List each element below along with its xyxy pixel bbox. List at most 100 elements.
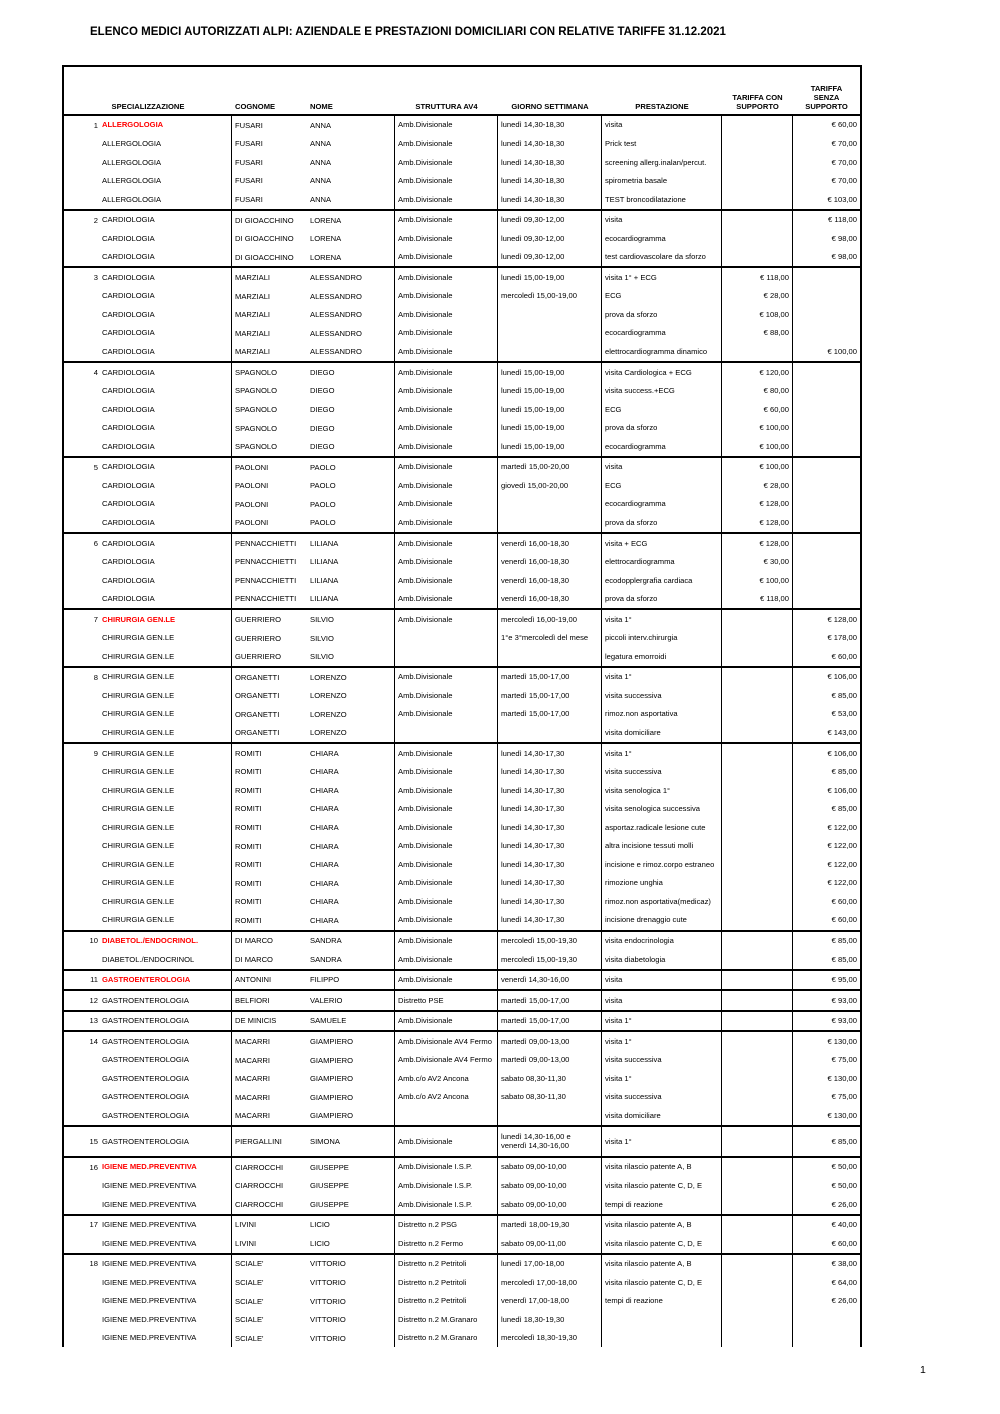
cognome-label: ROMITI xyxy=(235,804,262,814)
cell-struttura-text: Amb.Divisionale xyxy=(398,935,453,945)
cell-cognome-nome: SCIALE' VITTORIO xyxy=(232,1273,395,1292)
cell-struttura-text: Distretto n.2 M.Granaro xyxy=(398,1314,478,1324)
cell-tariffa-con-supporto xyxy=(722,991,793,1010)
cell-struttura-text: Amb.Divisionale xyxy=(398,614,453,624)
cell-cognome-nome: PIERGALLINI SIMONA xyxy=(232,1126,395,1156)
cell-prestazione-text: visita rilascio patente C, D, E xyxy=(605,1238,703,1248)
cell-prestazione-text: visita rilascio patente A, B xyxy=(605,1220,692,1230)
column-header-tariffa-con-label: TARIFFA CON SUPPORTO xyxy=(732,93,783,111)
cell-specializzazione: CARDIOLOGIA xyxy=(64,400,232,419)
cell-tariffa-senza-supporto xyxy=(793,419,860,438)
table-row: CARDIOLOGIA DI GIOACCHINO LORENA Amb.Divisi… xyxy=(64,247,860,267)
nome-label: ALESSANDRO xyxy=(310,347,362,357)
cell-specializzazione: IGIENE MED.PREVENTIVA xyxy=(64,1176,232,1196)
cell-tariffa-con-supporto: € 118,00 xyxy=(722,268,793,287)
cell-tariffa-senza-supporto-text: € 95,00 xyxy=(831,975,857,985)
specializzazione-label: GASTROENTEROLOGIA xyxy=(102,995,189,1005)
cognome-label: MACARRI xyxy=(235,1037,271,1047)
cognome-label: SPAGNOLO xyxy=(235,386,278,396)
cell-giorno-settimana-text: venerdì 14,30-16,00 xyxy=(501,975,569,985)
cell-giorno-settimana: lunedì 14,30-18,30 xyxy=(498,116,602,135)
cell-prestazione: visita xyxy=(602,210,722,230)
cell-struttura-text: Amb.Divisionale xyxy=(398,499,453,509)
cognome-label: MACARRI xyxy=(235,1092,271,1102)
cell-struttura: Amb.Divisionale xyxy=(395,571,498,590)
nome-label: SAMUELE xyxy=(310,1016,347,1026)
cognome-label: GUERRIERO xyxy=(235,652,281,662)
cell-prestazione-text: visita diabetologia xyxy=(605,954,666,964)
cell-specializzazione: 18 IGIENE MED.PREVENTIVA xyxy=(64,1254,232,1274)
cell-tariffa-con-supporto: € 108,00 xyxy=(722,305,793,325)
cell-giorno-settimana-text: sabato 09,00-10,00 xyxy=(501,1181,567,1190)
cell-prestazione-text: visita rilascio patente A, B xyxy=(605,1162,692,1172)
cell-giorno-settimana: venerdì 17,00-18,00 xyxy=(498,1291,602,1311)
cell-prestazione: visita 1° xyxy=(602,1069,722,1088)
cell-specializzazione: 14 GASTROENTEROLOGIA xyxy=(64,1032,232,1051)
cell-giorno-settimana-text: martedì 15,00-20,00 xyxy=(501,462,570,472)
cell-prestazione-text: rimoz.non asportativa xyxy=(605,709,678,719)
nome-label: SANDRA xyxy=(310,954,342,964)
row-number: 11 xyxy=(90,975,98,985)
cell-giorno-settimana: lunedì 14,30-17,30 xyxy=(498,873,602,893)
cell-specializzazione: 1 ALLERGOLOGIA xyxy=(64,116,232,135)
cell-prestazione: visita senologica successiva xyxy=(602,799,722,819)
cell-struttura: Amb.Divisionale xyxy=(395,476,498,495)
cognome-label: MACARRI xyxy=(235,1111,271,1121)
cell-prestazione: rimoz.non asportativa xyxy=(602,704,722,724)
cell-specializzazione: CHIRURGIA GEN.LE xyxy=(64,799,232,819)
cell-prestazione-text: ecodopplergrafia cardiaca xyxy=(605,575,693,585)
nome-label: ANNA xyxy=(310,176,332,186)
cell-giorno-settimana-text: lunedì 15,00-19,00 xyxy=(501,404,565,414)
cell-prestazione-text: visita senologica successiva xyxy=(605,804,700,814)
table-row: CARDIOLOGIA MARZIALI ALESSANDRO Amb.Divisio… xyxy=(64,305,860,325)
cell-tariffa-senza-supporto xyxy=(793,513,860,532)
doctor-group: 4 CARDIOLOGIA SPAGNOLO DIEGO Amb.Divisionale… xyxy=(64,363,860,458)
cell-cognome-nome: ROMITI CHIARA xyxy=(232,781,395,800)
cell-tariffa-con-supporto: € 88,00 xyxy=(722,324,793,343)
table-row: ALLERGOLOGIA FUSARI ANNA Amb.Divisionale lun… xyxy=(64,134,860,154)
specializzazione-label: CHIRURGIA GEN.LE xyxy=(102,841,175,851)
cell-giorno-settimana-text: lunedì 14,30-18,30 xyxy=(501,194,565,204)
cell-prestazione: visita xyxy=(602,457,722,477)
cell-giorno-settimana xyxy=(498,342,602,362)
cell-struttura-text: Amb.Divisionale xyxy=(398,709,453,719)
cell-giorno-settimana: venerdì 16,00-18,30 xyxy=(498,552,602,572)
cell-tariffa-senza-supporto: € 38,00 xyxy=(793,1255,860,1274)
cell-struttura: Amb.Divisionale xyxy=(395,836,498,856)
table-body: 1 ALLERGOLOGIA FUSARI ANNA Amb.Divisionale lu… xyxy=(64,116,860,1348)
specializzazione-label: CARDIOLOGIA xyxy=(102,557,155,567)
cell-cognome-nome: SPAGNOLO DIEGO xyxy=(232,418,395,438)
table-row: CARDIOLOGIA DI GIOACCHINO LORENA Amb.Divisi… xyxy=(64,229,860,248)
cell-tariffa-senza-supporto-text: € 60,00 xyxy=(831,896,857,906)
cell-struttura-text: Amb.Divisionale xyxy=(398,194,453,204)
cell-prestazione-text: visita xyxy=(605,120,623,130)
cell-giorno-settimana: lunedì 15,00-19,00 xyxy=(498,381,602,401)
cell-struttura-text: Distretto n.2 Fermo xyxy=(398,1238,463,1248)
cell-struttura-text: Distretto n.2 M.Granaro xyxy=(398,1333,478,1343)
specializzazione-label: IGIENE MED.PREVENTIVA xyxy=(102,1277,197,1287)
cell-prestazione: visita successiva xyxy=(602,1087,722,1107)
cell-struttura: Amb.Divisionale xyxy=(395,268,498,287)
cell-specializzazione: CHIRURGIA GEN.LE xyxy=(64,781,232,800)
cell-prestazione: visita 1° xyxy=(602,610,722,629)
cell-tariffa-con-supporto: € 80,00 xyxy=(722,381,793,401)
cell-cognome-nome: SPAGNOLO DIEGO xyxy=(232,363,395,382)
cell-cognome-nome: CIARROCCHI GIUSEPPE xyxy=(232,1157,395,1177)
cell-giorno-settimana-text: sabato 09,00-10,00 xyxy=(501,1199,567,1209)
cell-prestazione: TEST broncodilatazione xyxy=(602,190,722,209)
column-header-specializzazione: SPECIALIZZAZIONE xyxy=(111,102,185,111)
cell-specializzazione: CARDIOLOGIA xyxy=(64,494,232,514)
nome-label: LORENZO xyxy=(310,672,347,682)
specializzazione-label: CARDIOLOGIA xyxy=(102,272,155,282)
cell-giorno-settimana-text: martedì 15,00-17,00 xyxy=(501,709,570,719)
nome-label: VITTORIO xyxy=(310,1259,346,1269)
table-row: CHIRURGIA GEN.LE ORGANETTI LORENZO Amb.Divi… xyxy=(64,686,860,705)
specializzazione-label: CARDIOLOGIA xyxy=(102,386,155,396)
cell-prestazione-text: visita xyxy=(605,462,623,472)
cell-struttura: Amb.Divisionale xyxy=(395,324,498,343)
cognome-label: ROMITI xyxy=(235,878,262,888)
cell-struttura: Amb.Divisionale xyxy=(395,781,498,800)
specializzazione-label: ALLERGOLOGIA xyxy=(102,194,162,204)
nome-label: ANNA xyxy=(310,194,332,204)
cell-struttura-text: Amb.Divisionale xyxy=(398,767,453,777)
